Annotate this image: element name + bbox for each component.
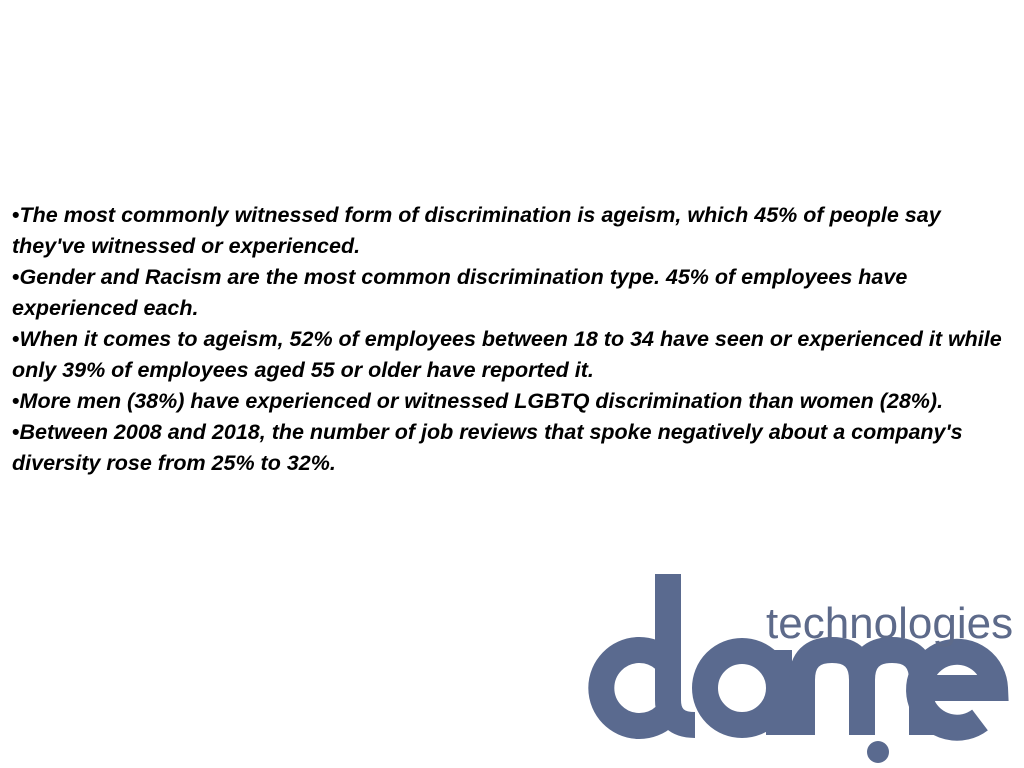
logo-dot <box>867 741 889 763</box>
logo: technologies <box>588 574 1013 763</box>
bullet-item: When it comes to ageism, 52% of employee… <box>12 324 1017 386</box>
logo-text: technologies <box>766 599 1013 648</box>
logo-t <box>655 574 696 738</box>
bullet-list: The most commonly witnessed form of disc… <box>12 200 1017 479</box>
bullet-item: More men (38%) have experienced or witne… <box>12 386 1017 417</box>
bullet-item: Between 2008 and 2018, the number of job… <box>12 417 1017 479</box>
bullet-item: The most commonly witnessed form of disc… <box>12 200 1017 262</box>
logo-c <box>588 637 674 739</box>
logo-e <box>906 638 1009 741</box>
bullet-item: Gender and Racism are the most common di… <box>12 262 1017 324</box>
logo-m <box>789 636 935 735</box>
logo-mark <box>588 574 1009 741</box>
